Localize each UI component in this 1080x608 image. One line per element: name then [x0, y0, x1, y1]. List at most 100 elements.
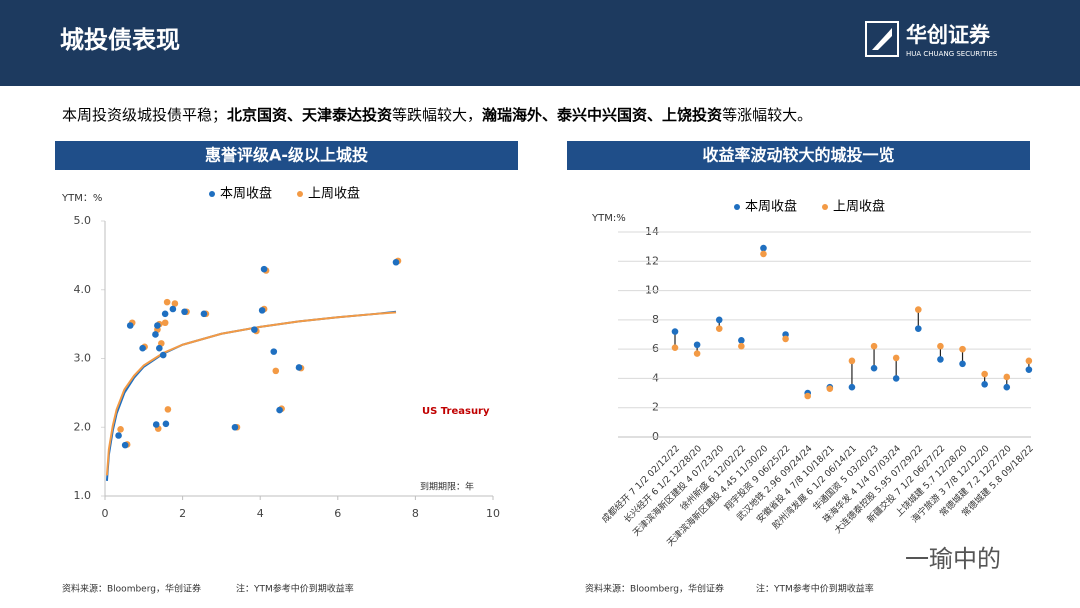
curve-label: US Treasury: [422, 406, 490, 417]
data-point: [258, 307, 266, 314]
data-point: [715, 316, 723, 324]
data-point: [738, 337, 745, 344]
legend-marker: [209, 191, 215, 197]
header-band: [0, 0, 1080, 86]
data-point: [152, 331, 159, 338]
source: 资料来源：Bloomberg，华创证券: [62, 583, 201, 595]
data-point: [1003, 383, 1011, 391]
logo-text: 华创证券: [906, 23, 991, 47]
data-point: [200, 310, 208, 318]
chart-title-bar: [567, 141, 1030, 170]
data-point: [914, 325, 922, 332]
data-point: [760, 244, 767, 252]
data-point: [804, 392, 812, 400]
data-point: [121, 441, 129, 449]
summary-segment: 等涨幅较大。: [722, 106, 812, 124]
chart-title-bar: [55, 141, 518, 170]
data-point: [161, 319, 169, 327]
x-tick-label: 10: [486, 507, 500, 520]
legend-marker: [734, 204, 740, 210]
data-point: [892, 375, 900, 382]
data-point: [693, 350, 701, 357]
summary: 本周投资级城投债平稳；北京国资、天津泰达投资等跌幅较大，瀚瑞海外、泰兴中兴国资、…: [62, 106, 812, 124]
chart-title: 惠誉评级A-级以上城投: [205, 146, 368, 165]
note: 注：YTM参考中价到期收益率: [756, 583, 874, 595]
data-point: [270, 348, 278, 355]
y-tick-label: 5.0: [74, 214, 92, 227]
data-point: [164, 406, 172, 413]
data-point: [251, 326, 258, 333]
data-point: [738, 342, 745, 350]
legend-label: 上周收盘: [833, 199, 885, 215]
x-tick-label: 6: [334, 507, 341, 520]
data-point: [231, 423, 239, 431]
data-point: [181, 308, 188, 316]
source: 资料来源：Bloomberg，华创证券: [585, 583, 724, 595]
data-point: [914, 306, 922, 313]
legend-marker: [822, 204, 828, 210]
treasury-curve: [105, 311, 397, 476]
data-point: [159, 351, 167, 359]
logo-subtext: HUA CHUANG SECURITIES: [906, 50, 998, 58]
data-point: [126, 322, 134, 329]
data-point: [163, 298, 171, 306]
x-tick-label: 0: [102, 507, 109, 520]
data-point: [782, 335, 789, 343]
data-point: [981, 370, 988, 378]
data-point: [1025, 357, 1033, 365]
data-point: [392, 258, 400, 266]
x-tick-label: 2: [179, 507, 186, 520]
summary-segment: 北京国资、天津泰达投资: [227, 106, 392, 124]
data-point: [1025, 366, 1033, 373]
data-point: [295, 364, 303, 371]
data-point: [115, 432, 122, 439]
summary-segment: 本周投资级城投债平稳；: [62, 106, 227, 124]
y-axis-label: YTM：%: [61, 193, 102, 204]
data-point: [959, 345, 966, 353]
data-point: [671, 328, 679, 335]
data-point: [826, 385, 834, 392]
logo-icon: [865, 21, 899, 57]
y-tick-label: 4.0: [74, 283, 92, 296]
x-tick-label: 4: [257, 507, 264, 520]
data-point: [671, 344, 679, 351]
data-point: [848, 383, 856, 391]
data-point: [981, 380, 988, 388]
data-point: [870, 364, 878, 372]
chart-title: 收益率波动较大的城投一览: [702, 146, 894, 165]
header-title: 城投债表现: [60, 26, 180, 54]
data-point: [169, 305, 177, 313]
summary-segment: 瀚瑞海外、泰兴中兴国资、上饶投资: [482, 106, 722, 124]
y-tick-label: 3.0: [74, 352, 92, 365]
data-point: [870, 342, 878, 350]
y-tick-label: 2.0: [74, 420, 92, 433]
data-point: [117, 426, 124, 433]
data-point: [162, 420, 170, 428]
data-point: [171, 300, 179, 307]
y-tick-label: 1.0: [74, 489, 92, 502]
note: 注：YTM参考中价到期收益率: [236, 583, 354, 595]
data-point: [276, 406, 283, 414]
data-point: [937, 342, 944, 350]
data-point: [892, 354, 900, 362]
data-point: [848, 357, 856, 365]
y-axis-label: YTM:%: [591, 213, 626, 224]
data-point: [937, 356, 944, 363]
legend-marker: [297, 191, 303, 197]
x-tick-label: 天津滨海新区建投 4 07/23/20: [630, 442, 726, 538]
legend-label: 本周收盘: [220, 186, 272, 202]
legend-label: 本周收盘: [745, 199, 797, 215]
data-point: [161, 310, 169, 318]
watermark: 一瑜中的: [905, 545, 1001, 573]
data-point: [715, 325, 723, 332]
data-point: [156, 344, 163, 352]
data-point: [693, 341, 701, 349]
data-point: [152, 421, 160, 428]
x-tick-label: 8: [412, 507, 419, 520]
treasury-curve: [105, 310, 397, 481]
data-point: [959, 360, 966, 368]
data-point: [1003, 373, 1011, 381]
summary-segment: 等跌幅较大，: [392, 106, 482, 124]
